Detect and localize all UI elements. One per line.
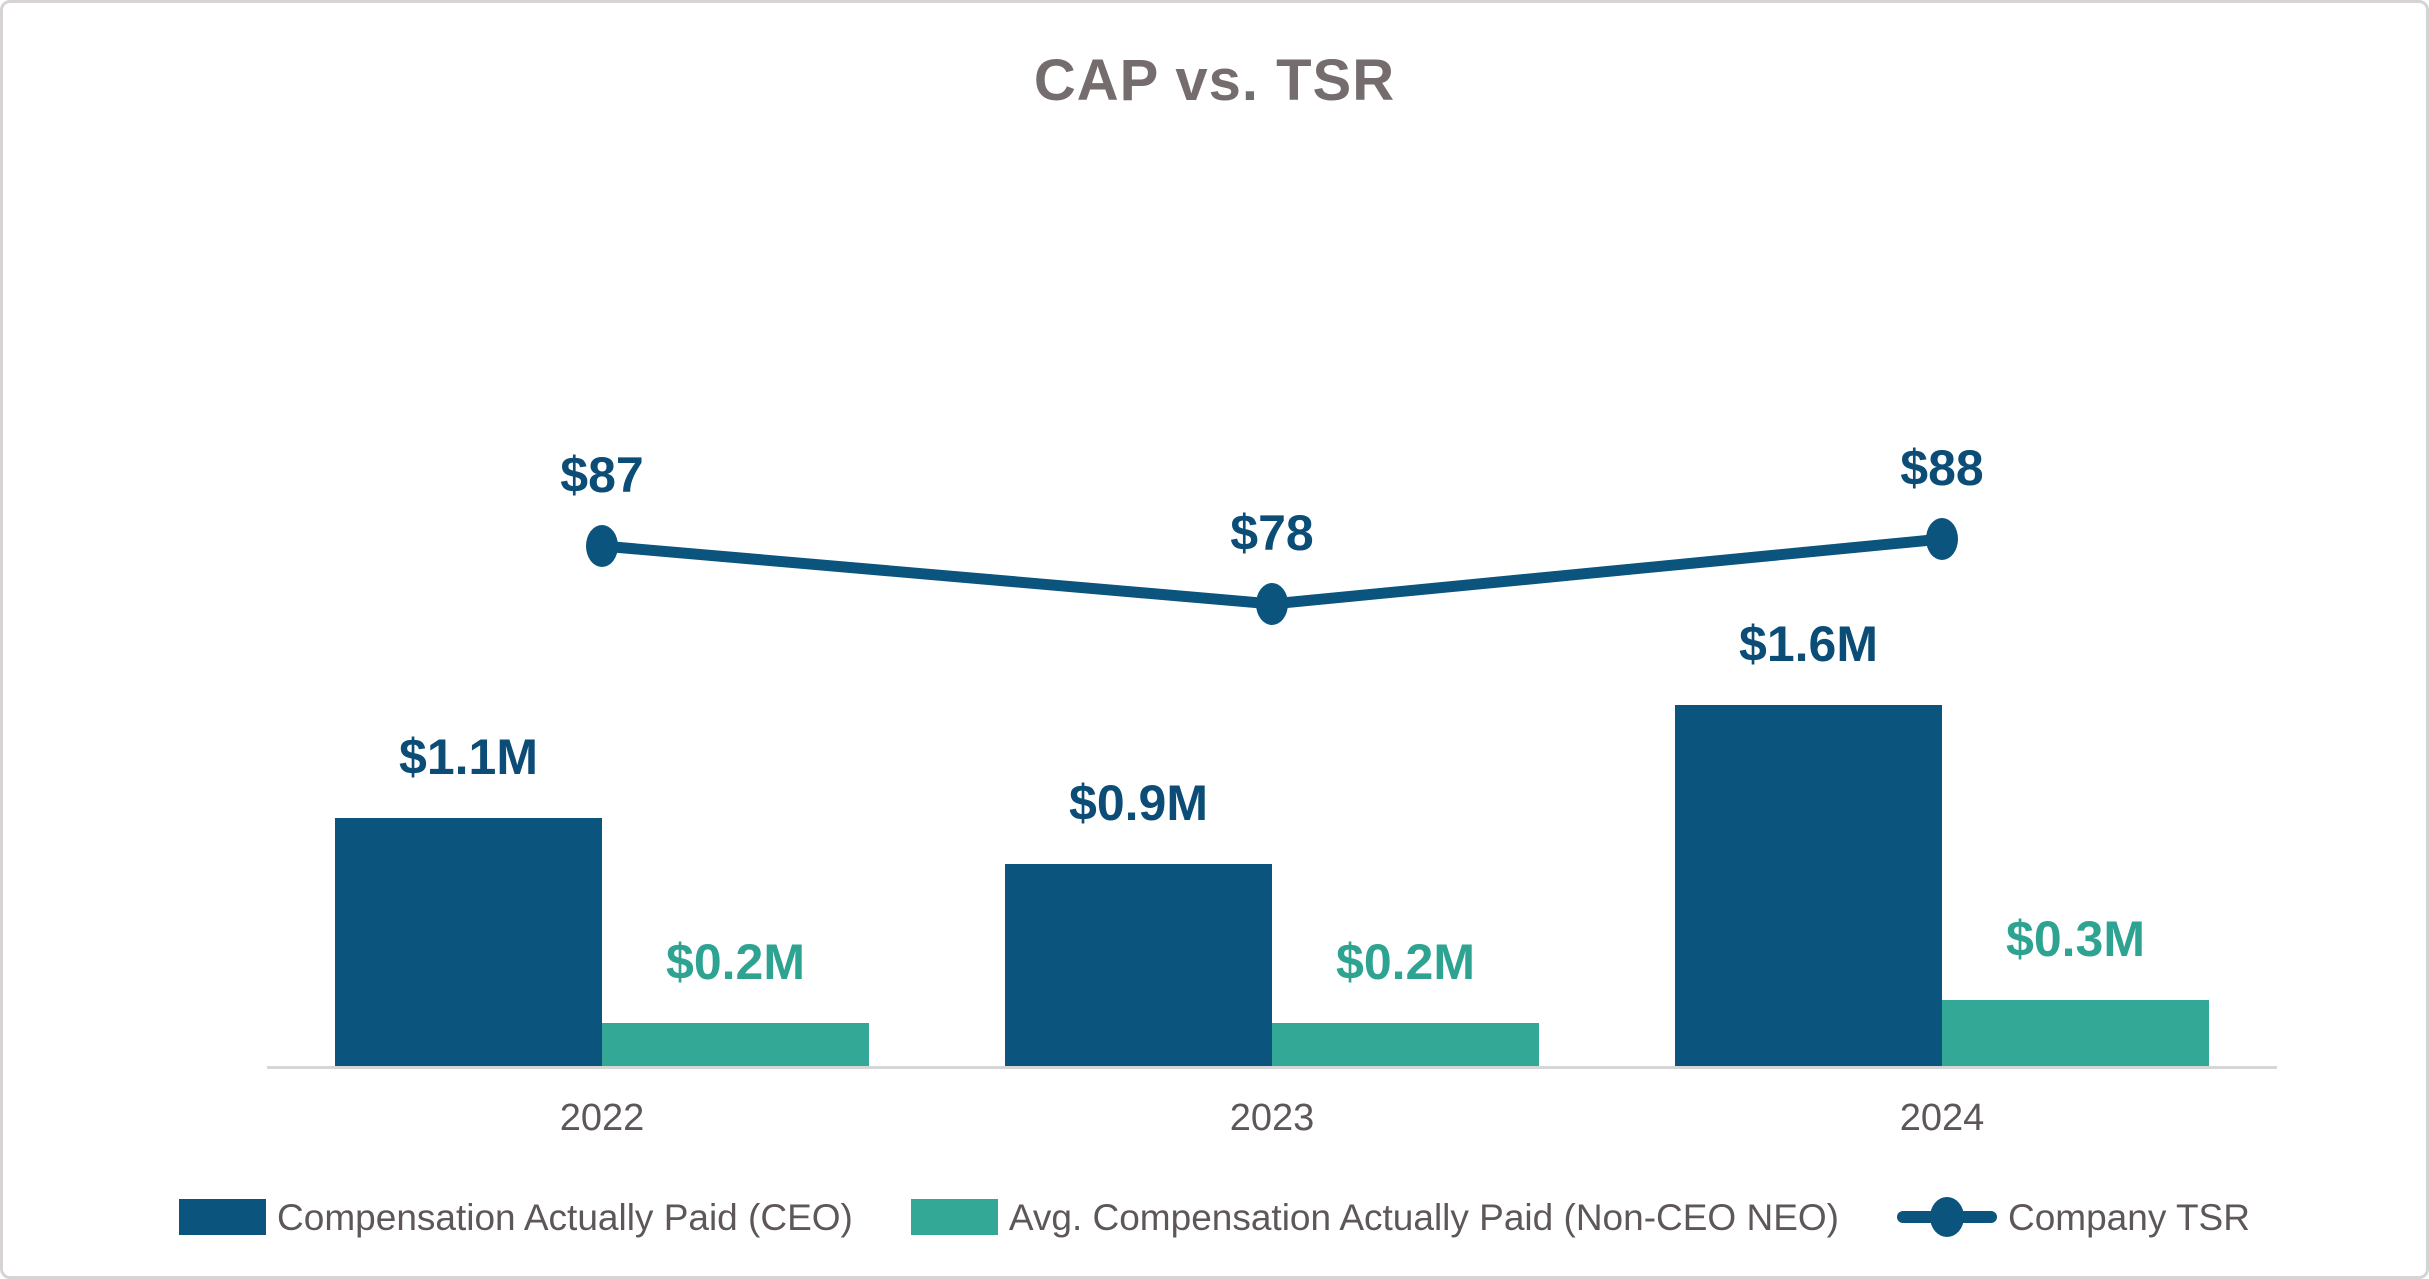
legend-item-cap-ceo: Compensation Actually Paid (CEO) (179, 1199, 853, 1236)
tsr-line-layer (586, 518, 1958, 625)
ceo-bar-label-2023: $0.9M (1069, 775, 1208, 831)
ceo-bar-label-2024: $1.6M (1739, 616, 1878, 672)
ceo-bar-label-2022: $1.1M (399, 729, 538, 785)
tsr-marker-2022 (586, 525, 618, 567)
legend-item-cap-neo: Avg. Compensation Actually Paid (Non-CEO… (910, 1196, 1839, 1238)
neo-bar-label-2023: $0.2M (1336, 934, 1475, 990)
neo-bar-label-2022: $0.2M (666, 934, 805, 990)
legend-line-dot-icon (1929, 1197, 1964, 1237)
legend-swatch-icon (179, 1199, 267, 1235)
legend-label: Company TSR (2007, 1196, 2250, 1238)
x-tick-2022: 2022 (559, 1097, 645, 1139)
neo-bar-2022 (602, 1023, 869, 1068)
legend: Compensation Actually Paid (CEO) Avg. Com… (3, 1195, 2426, 1239)
chart-title: CAP vs. TSR (1033, 48, 1396, 113)
x-tick-2024: 2024 (1899, 1097, 1985, 1139)
legend-item-company-tsr: Company TSR (1896, 1195, 2250, 1239)
x-axis-line (267, 1066, 2277, 1069)
ceo-bar-2024 (1675, 705, 1942, 1068)
tsr-label-2022: $87 (560, 447, 644, 503)
legend-swatch-icon (910, 1199, 998, 1235)
tsr-label-2023: $78 (1230, 505, 1314, 561)
legend-line-marker-icon (1896, 1195, 1997, 1239)
legend-label: Compensation Actually Paid (CEO) (277, 1196, 853, 1238)
tsr-marker-2023 (1256, 583, 1288, 625)
ceo-bar-2022 (335, 818, 602, 1068)
tsr-marker-2024 (1926, 518, 1958, 560)
tsr-label-2024: $88 (1900, 440, 1984, 496)
legend-label: Avg. Compensation Actually Paid (Non-CEO… (1008, 1196, 1839, 1238)
neo-bar-2024 (1942, 1000, 2209, 1068)
ceo-bar-2023 (1005, 864, 1272, 1068)
x-tick-2023: 2023 (1229, 1097, 1315, 1139)
neo-bar-2023 (1272, 1023, 1539, 1068)
neo-bar-label-2024: $0.3M (2006, 911, 2145, 967)
